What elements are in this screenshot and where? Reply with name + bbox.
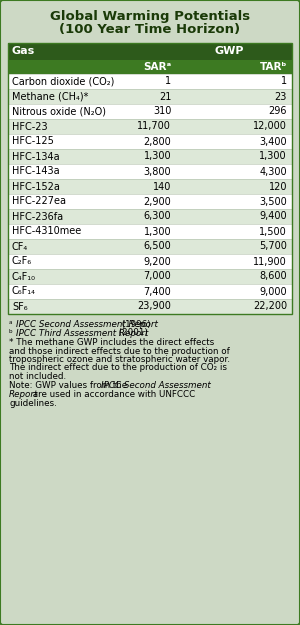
Text: are used in accordance with UNFCCC: are used in accordance with UNFCCC: [30, 390, 196, 399]
Bar: [8, 104, 292, 119]
Bar: [8, 60, 292, 74]
Text: Note: GWP values from the: Note: GWP values from the: [9, 381, 130, 391]
Text: 6,300: 6,300: [144, 211, 171, 221]
Text: 7,400: 7,400: [143, 286, 171, 296]
Bar: [8, 209, 292, 224]
Text: ᵃ: ᵃ: [9, 320, 15, 329]
Text: 310: 310: [153, 106, 171, 116]
Text: 1,300: 1,300: [260, 151, 287, 161]
Text: HFC-152a: HFC-152a: [12, 181, 60, 191]
Text: (2001): (2001): [116, 329, 147, 338]
Text: guidelines.: guidelines.: [9, 399, 57, 408]
Text: HFC-125: HFC-125: [12, 136, 54, 146]
Text: 2,800: 2,800: [143, 136, 171, 146]
Text: IPCC Second Assessment: IPCC Second Assessment: [101, 381, 211, 391]
Text: TARᵇ: TARᵇ: [260, 62, 287, 72]
Bar: [8, 164, 292, 179]
Bar: [8, 269, 292, 284]
Bar: [8, 284, 292, 299]
Bar: [8, 119, 292, 134]
Text: 140: 140: [153, 181, 171, 191]
Text: 4,300: 4,300: [260, 166, 287, 176]
Text: 1: 1: [165, 76, 171, 86]
Text: 11,900: 11,900: [253, 256, 287, 266]
Text: Methane (CH₄)*: Methane (CH₄)*: [12, 91, 88, 101]
Bar: [8, 43, 292, 314]
Text: Report: Report: [9, 390, 38, 399]
Text: (1996): (1996): [119, 320, 151, 329]
Text: 3,500: 3,500: [259, 196, 287, 206]
Text: ᵇ: ᵇ: [9, 329, 16, 338]
Bar: [8, 194, 292, 209]
Text: 9,400: 9,400: [260, 211, 287, 221]
Bar: [8, 74, 292, 89]
Text: 6,500: 6,500: [143, 241, 171, 251]
Text: tropospheric ozone and stratospheric water vapor.: tropospheric ozone and stratospheric wat…: [9, 355, 230, 364]
Text: Global Warming Potentials: Global Warming Potentials: [50, 10, 250, 23]
Bar: [8, 134, 292, 149]
Bar: [8, 149, 292, 164]
Text: Carbon dioxide (CO₂): Carbon dioxide (CO₂): [12, 76, 114, 86]
Bar: [8, 89, 292, 104]
Text: 7,000: 7,000: [143, 271, 171, 281]
Text: SARᵃ: SARᵃ: [143, 62, 171, 72]
Text: 1,300: 1,300: [144, 151, 171, 161]
Text: 8,600: 8,600: [260, 271, 287, 281]
Text: 21: 21: [159, 91, 171, 101]
Text: 296: 296: [268, 106, 287, 116]
Text: 12,000: 12,000: [253, 121, 287, 131]
Text: 9,200: 9,200: [143, 256, 171, 266]
Bar: [8, 43, 292, 60]
Bar: [8, 239, 292, 254]
Bar: [8, 299, 292, 314]
Text: 1: 1: [281, 76, 287, 86]
Text: 23,900: 23,900: [137, 301, 171, 311]
Text: IPCC Second Assessment Report: IPCC Second Assessment Report: [16, 320, 158, 329]
Text: 9,000: 9,000: [260, 286, 287, 296]
Text: HFC-134a: HFC-134a: [12, 151, 60, 161]
Text: IPCC Third Assessment Report: IPCC Third Assessment Report: [16, 329, 148, 338]
Text: C₆F₁₄: C₆F₁₄: [12, 286, 36, 296]
Text: 2,900: 2,900: [143, 196, 171, 206]
Text: C₂F₆: C₂F₆: [12, 256, 32, 266]
Text: CF₄: CF₄: [12, 241, 28, 251]
Text: 11,700: 11,700: [137, 121, 171, 131]
Bar: [8, 254, 292, 269]
Bar: [8, 224, 292, 239]
Text: Nitrous oxide (N₂O): Nitrous oxide (N₂O): [12, 106, 106, 116]
Text: The indirect effect due to the production of CO₂ is: The indirect effect due to the productio…: [9, 364, 227, 372]
Text: HFC-143a: HFC-143a: [12, 166, 60, 176]
Text: 3,400: 3,400: [260, 136, 287, 146]
Text: 22,200: 22,200: [253, 301, 287, 311]
Text: HFC-4310mee: HFC-4310mee: [12, 226, 81, 236]
Text: and those indirect effects due to the production of: and those indirect effects due to the pr…: [9, 346, 230, 356]
Text: 1,300: 1,300: [144, 226, 171, 236]
Text: Gas: Gas: [12, 46, 35, 56]
Text: * The methane GWP includes the direct effects: * The methane GWP includes the direct ef…: [9, 338, 214, 347]
Text: 23: 23: [274, 91, 287, 101]
Text: SF₆: SF₆: [12, 301, 28, 311]
Text: not included.: not included.: [9, 372, 66, 381]
Text: 120: 120: [268, 181, 287, 191]
Text: GWP: GWP: [214, 46, 244, 56]
Text: 3,800: 3,800: [144, 166, 171, 176]
Text: 1,500: 1,500: [259, 226, 287, 236]
Text: 5,700: 5,700: [259, 241, 287, 251]
Text: HFC-23: HFC-23: [12, 121, 48, 131]
Bar: [8, 179, 292, 194]
Text: (100 Year Time Horizon): (100 Year Time Horizon): [59, 23, 241, 36]
Text: HFC-236fa: HFC-236fa: [12, 211, 63, 221]
Text: HFC-227ea: HFC-227ea: [12, 196, 66, 206]
Text: C₄F₁₀: C₄F₁₀: [12, 271, 36, 281]
